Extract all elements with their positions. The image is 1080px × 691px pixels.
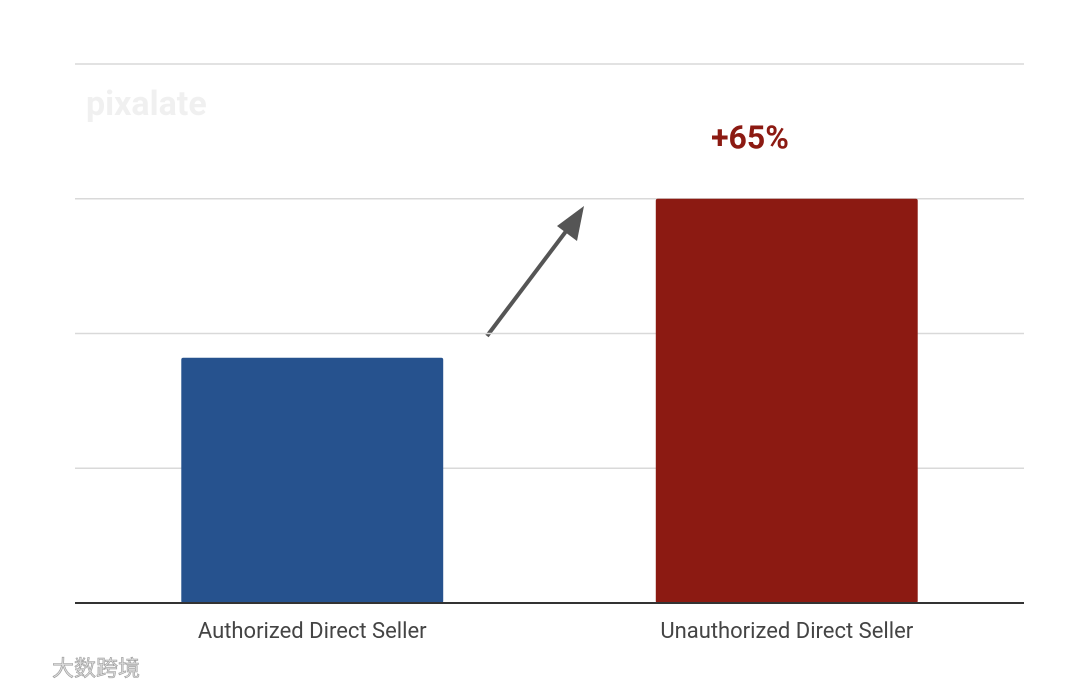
annotation: +65% xyxy=(711,118,789,156)
corner-mark: 大数跨境 xyxy=(52,657,140,682)
x-tick-label: Unauthorized Direct Seller xyxy=(660,619,913,644)
arrow-shaft xyxy=(485,224,572,338)
x-tick-label: Authorized Direct Seller xyxy=(198,619,427,644)
bar xyxy=(655,198,918,603)
arrow xyxy=(485,206,584,338)
watermark: pixalate xyxy=(86,84,207,124)
arrow-head xyxy=(557,206,584,241)
bar xyxy=(181,357,444,603)
